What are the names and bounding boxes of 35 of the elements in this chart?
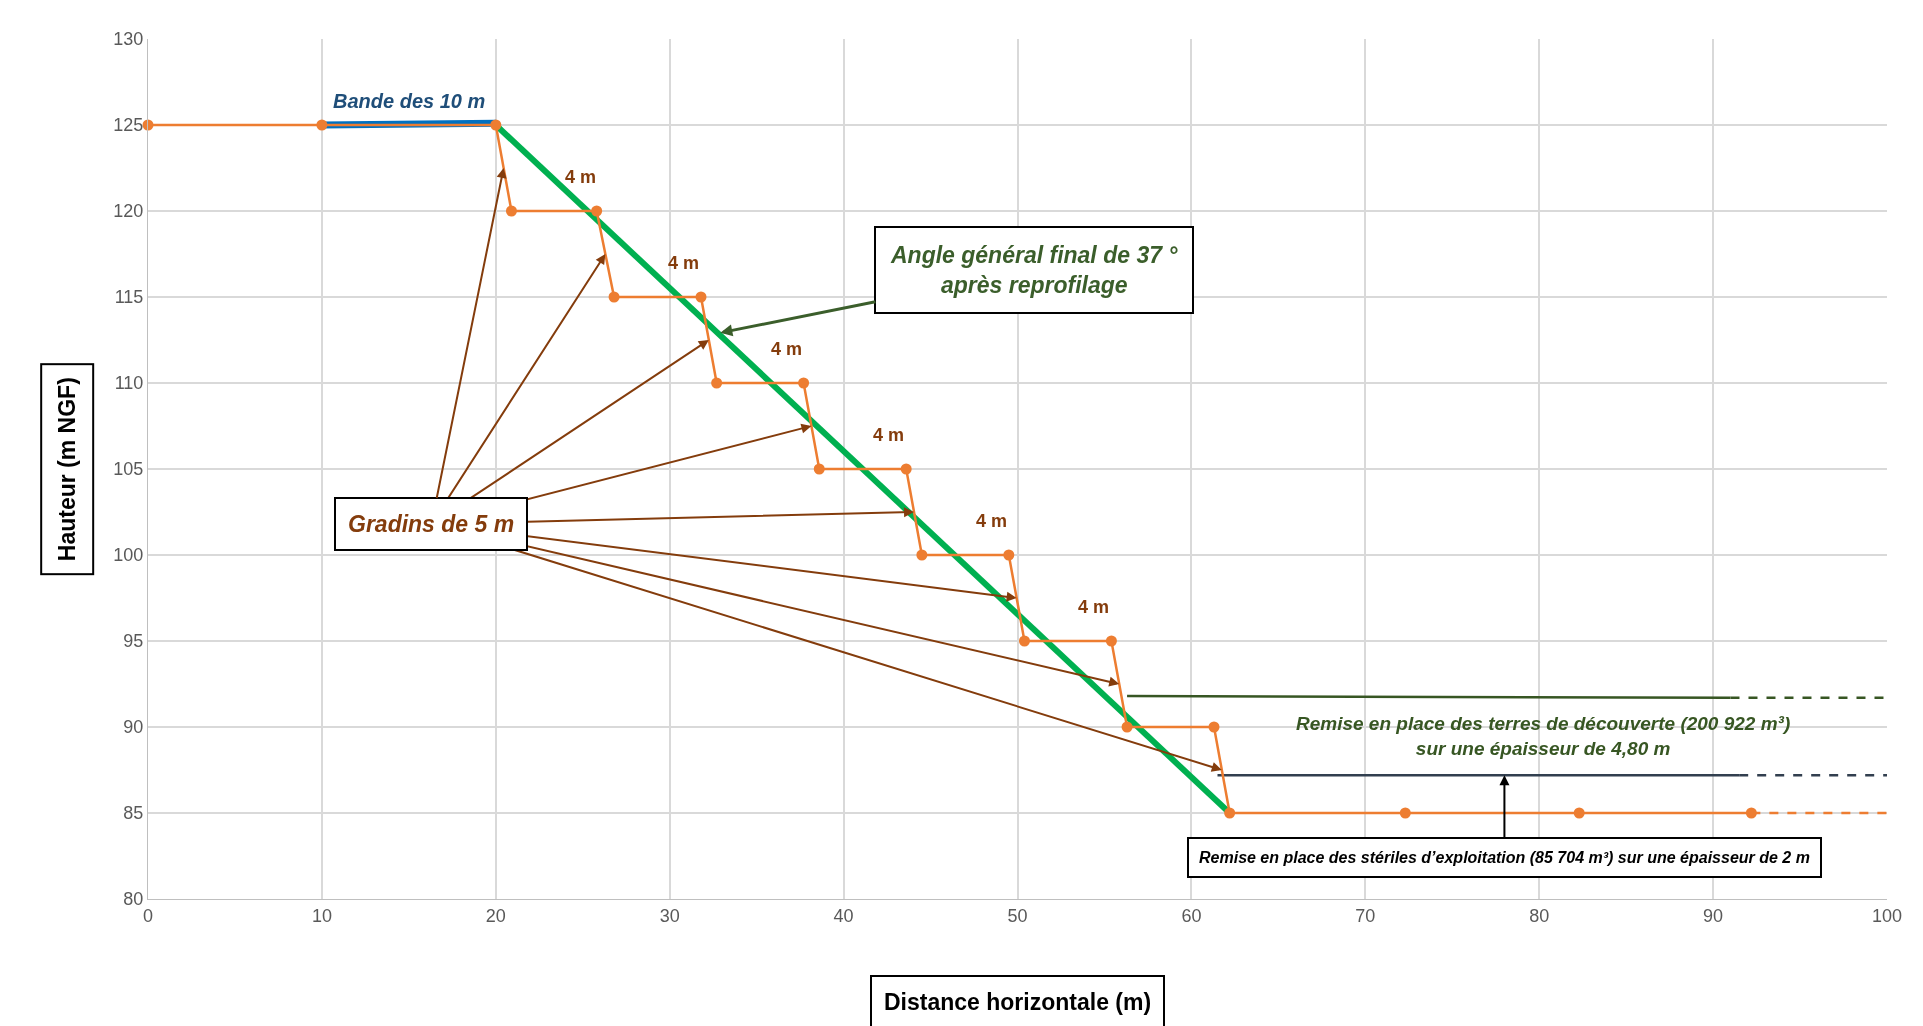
y-tick-label: 120 [113,201,144,222]
annotation: 4 m [668,253,700,273]
annotation: 4 m [976,511,1008,531]
annotation: Remise en place des stériles d’exploitation (85 704 m³) sur une épaisseur de 2 m [1199,849,1810,866]
x-tick-label: 0 [142,905,154,926]
annotation: Angle général final de 37 ° après reprofilage [890,242,1179,298]
annotation: 4 m [565,167,597,187]
y-tick-label: 115 [114,287,144,308]
y-tick-label: 130 [113,29,144,50]
x-tick-label: 100 [1871,905,1903,926]
y-tick-label: 90 [123,717,144,738]
x-tick-label: 40 [833,905,854,926]
x-tick-label: 30 [659,905,680,926]
annotation: 4 m [771,339,803,359]
y-tick-label: 95 [123,631,144,652]
y-tick-label: 80 [123,889,144,910]
y-tick-label: 100 [113,545,144,566]
x-tick-label: 80 [1529,905,1550,926]
x-tick-label: 70 [1355,905,1376,926]
y-tick-label: 85 [123,803,144,824]
x-tick-label: 50 [1007,905,1028,926]
annotation: 4 m [1078,597,1110,617]
x-tick-label: 60 [1181,905,1202,926]
annotation: 4 m [873,425,905,445]
x-axis-title: Distance horizontale (m) [884,989,1152,1015]
y-tick-label: 125 [113,115,144,136]
annotation: Bande des 10 m [333,90,486,112]
x-tick-label: 90 [1703,905,1724,926]
annotation: Gradins de 5 m [348,511,515,537]
y-tick-label: 110 [114,373,144,394]
y-tick-label: 105 [113,459,144,480]
x-tick-label: 10 [311,905,332,926]
y-axis-title: Hauteur (m NGF) [54,377,81,562]
x-tick-label: 20 [485,905,506,926]
annotation: Remise en place des terres de découverte (200 922 m³) sur une épaisseur de 4,80 m [1296,713,1791,759]
